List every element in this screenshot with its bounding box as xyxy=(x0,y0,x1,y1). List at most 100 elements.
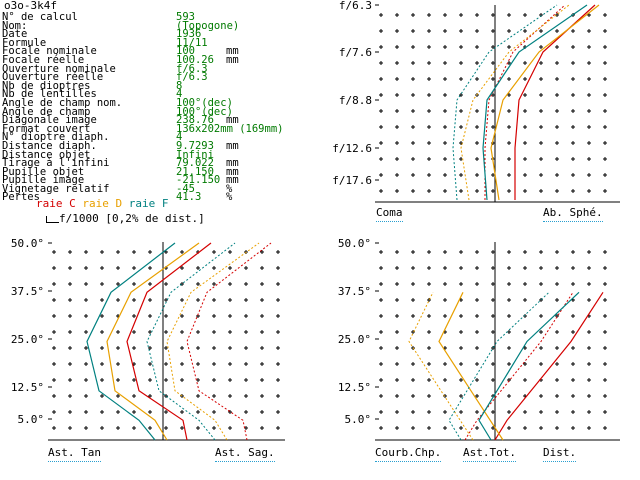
series-line-0 xyxy=(126,242,212,441)
grid-cross xyxy=(587,346,591,350)
grid-cross xyxy=(491,362,495,366)
grid-cross xyxy=(555,410,559,414)
grid-cross xyxy=(587,141,591,145)
grid-cross xyxy=(84,266,88,270)
grid-cross xyxy=(555,394,559,398)
grid-cross xyxy=(164,378,168,382)
grid-cross xyxy=(379,173,383,177)
grid-cross xyxy=(228,394,232,398)
grid-cross xyxy=(459,426,463,430)
grid-cross xyxy=(571,362,575,366)
grid-cross xyxy=(228,362,232,366)
grid-cross xyxy=(603,250,607,254)
grid-cross xyxy=(100,394,104,398)
grid-cross xyxy=(603,45,607,49)
grid-cross xyxy=(379,93,383,97)
grid-cross xyxy=(555,61,559,65)
grid-cross xyxy=(603,157,607,161)
grid-cross xyxy=(571,314,575,318)
grid-cross xyxy=(571,410,575,414)
grid-cross xyxy=(411,125,415,129)
grid-cross xyxy=(84,378,88,382)
grid-cross xyxy=(180,346,184,350)
grid-cross xyxy=(443,250,447,254)
grid-cross xyxy=(443,77,447,81)
grid-cross xyxy=(523,426,527,430)
grid-cross xyxy=(427,330,431,334)
param-value: 21.150 xyxy=(176,165,214,178)
param-label: N° dioptre diaph. xyxy=(2,131,110,144)
grid-cross xyxy=(395,298,399,302)
grid-cross xyxy=(539,173,543,177)
grid-cross xyxy=(84,298,88,302)
grid-cross xyxy=(52,298,56,302)
grid-cross xyxy=(228,346,232,350)
grid-cross xyxy=(587,125,591,129)
grid-cross xyxy=(587,250,591,254)
grid-cross xyxy=(212,266,216,270)
grid-cross xyxy=(411,266,415,270)
grid-cross xyxy=(100,426,104,430)
grid-cross xyxy=(571,426,575,430)
grid-cross xyxy=(523,109,527,113)
grid-cross xyxy=(180,330,184,334)
grid-cross xyxy=(523,77,527,81)
series-line-2 xyxy=(86,242,176,441)
legend-raie-c: raie C xyxy=(36,197,76,210)
grid-cross xyxy=(475,346,479,350)
grid-cross xyxy=(379,109,383,113)
grid-cross xyxy=(507,173,511,177)
grid-cross xyxy=(164,282,168,286)
param-label: Distance objet xyxy=(2,148,91,161)
series-dashed-1 xyxy=(408,292,474,441)
grid-cross xyxy=(523,330,527,334)
grid-cross xyxy=(571,125,575,129)
grid-cross xyxy=(379,45,383,49)
grid-cross xyxy=(132,394,136,398)
grid-cross xyxy=(148,394,152,398)
grid-cross xyxy=(228,314,232,318)
grid-cross xyxy=(84,426,88,430)
grid-cross xyxy=(507,394,511,398)
grid-cross xyxy=(148,314,152,318)
grid-cross xyxy=(491,330,495,334)
grid-cross xyxy=(603,298,607,302)
grid-cross xyxy=(427,77,431,81)
grid-cross xyxy=(587,330,591,334)
grid-cross xyxy=(459,61,463,65)
grid-cross xyxy=(395,362,399,366)
grid-cross xyxy=(276,266,280,270)
grid-cross xyxy=(571,282,575,286)
grid-cross xyxy=(475,330,479,334)
param-unit: mm xyxy=(226,174,239,187)
grid-cross xyxy=(523,61,527,65)
grid-cross xyxy=(587,173,591,177)
param-value: f/6.3 xyxy=(176,62,208,75)
grid-cross xyxy=(395,61,399,65)
grid-cross xyxy=(427,378,431,382)
grid-cross xyxy=(539,109,543,113)
param-label: Nb de dioptres xyxy=(2,79,91,92)
param-label: Nom: xyxy=(2,19,28,32)
grid-cross xyxy=(491,426,495,430)
grid-cross xyxy=(491,45,495,49)
series-dashed-2 xyxy=(452,4,558,201)
grid-cross xyxy=(411,362,415,366)
grid-cross xyxy=(587,266,591,270)
grid-cross xyxy=(132,266,136,270)
grid-cross xyxy=(507,13,511,17)
grid-cross xyxy=(180,362,184,366)
grid-cross xyxy=(84,330,88,334)
grid-cross xyxy=(475,410,479,414)
series-dashed-2 xyxy=(146,242,236,441)
grid-cross xyxy=(260,266,264,270)
grid-cross xyxy=(507,362,511,366)
grid-cross xyxy=(475,189,479,193)
grid-cross xyxy=(427,282,431,286)
grid-cross xyxy=(587,61,591,65)
grid-cross xyxy=(164,394,168,398)
grid-cross xyxy=(539,426,543,430)
grid-cross xyxy=(571,109,575,113)
grid-cross xyxy=(100,314,104,318)
grid-cross xyxy=(244,298,248,302)
